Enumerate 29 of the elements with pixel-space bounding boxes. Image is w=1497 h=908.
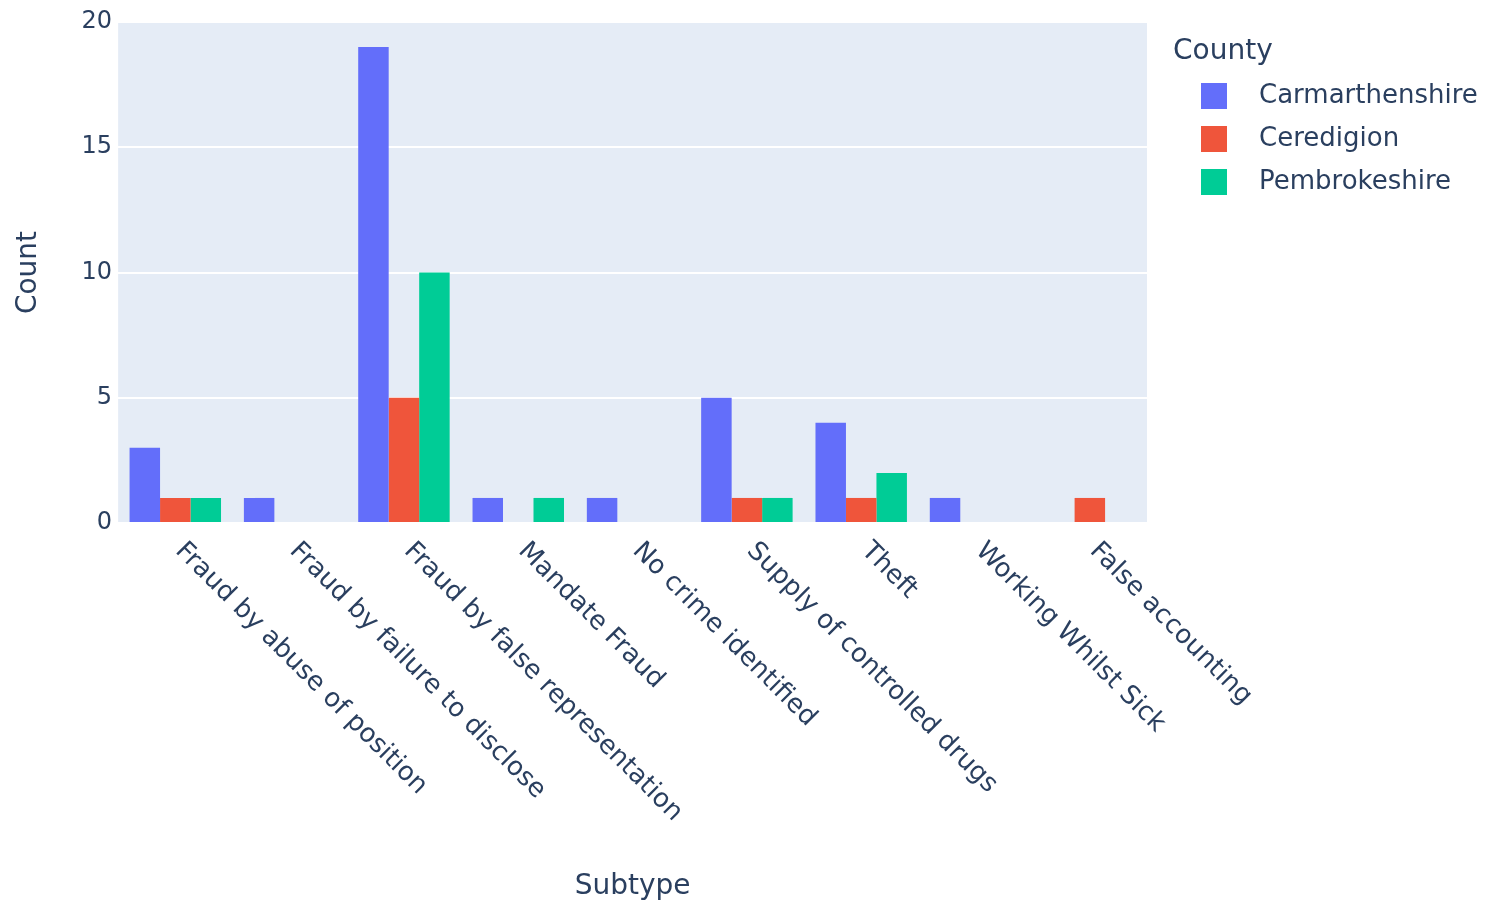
x-axis-title: Subtype bbox=[574, 868, 691, 902]
bar bbox=[701, 397, 732, 522]
bar bbox=[845, 497, 877, 522]
legend-label: Carmarthenshire bbox=[1259, 78, 1478, 109]
bar bbox=[472, 497, 504, 522]
bar bbox=[160, 497, 191, 522]
bar bbox=[388, 397, 420, 522]
legend-label: Ceredigion bbox=[1259, 121, 1400, 152]
legend-title: County bbox=[1173, 33, 1273, 67]
bar bbox=[358, 47, 389, 522]
bar bbox=[419, 272, 450, 522]
bar bbox=[876, 472, 907, 522]
bar bbox=[129, 447, 161, 522]
bar bbox=[190, 497, 222, 522]
y-tick-label: 20 bbox=[81, 6, 113, 35]
y-tick-label: 0 bbox=[96, 507, 113, 536]
bar bbox=[762, 497, 793, 522]
bar bbox=[533, 497, 564, 522]
y-tick-label: 15 bbox=[81, 131, 113, 160]
bar bbox=[586, 497, 618, 522]
y-tick-label: 5 bbox=[96, 381, 113, 410]
y-tick-label: 10 bbox=[81, 256, 113, 285]
y-axis-title: Count bbox=[10, 230, 44, 315]
bar bbox=[929, 497, 961, 522]
bar bbox=[815, 422, 846, 522]
legend-label: Pembrokeshire bbox=[1259, 164, 1452, 195]
bar bbox=[243, 497, 275, 522]
bar bbox=[731, 497, 763, 522]
bar bbox=[1074, 497, 1106, 522]
